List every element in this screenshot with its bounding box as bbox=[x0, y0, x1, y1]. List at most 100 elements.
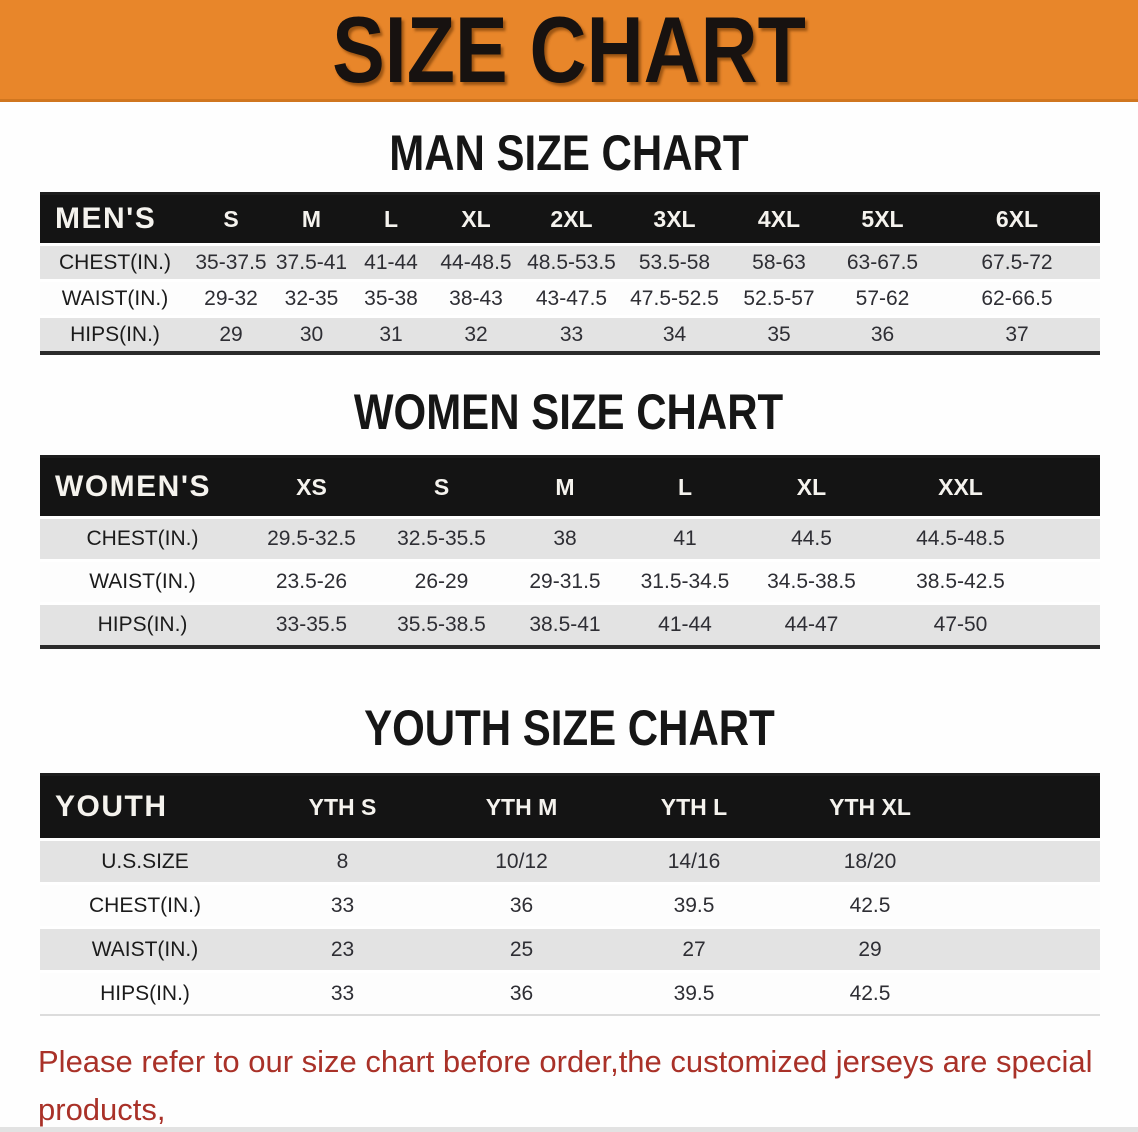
column-header: S bbox=[190, 192, 272, 245]
value-cell: 25 bbox=[435, 926, 608, 972]
value-cell: 32-35 bbox=[272, 279, 351, 317]
value-cell: 31 bbox=[351, 315, 431, 353]
table-header-row: YOUTH YTH S YTH M YTH L YTH XL bbox=[40, 773, 1100, 840]
column-header: S bbox=[378, 455, 505, 518]
empty-header-cell bbox=[960, 773, 1100, 840]
value-cell: 29-31.5 bbox=[505, 559, 625, 604]
column-header: XXL bbox=[878, 455, 1043, 518]
value-cell: 38-43 bbox=[431, 279, 521, 317]
value-cell: 42.5 bbox=[780, 882, 960, 928]
row-label: CHEST(IN.) bbox=[40, 243, 190, 281]
column-header: 4XL bbox=[727, 192, 831, 245]
column-header: M bbox=[272, 192, 351, 245]
column-header: L bbox=[351, 192, 431, 245]
value-cell: 41-44 bbox=[625, 602, 745, 647]
men-section-title-text: MAN SIZE CHART bbox=[389, 125, 749, 181]
youth-section-title: YOUTH SIZE CHART bbox=[0, 701, 1138, 755]
men-section-title: MAN SIZE CHART bbox=[0, 126, 1138, 180]
value-cell: 36 bbox=[435, 970, 608, 1015]
footer-disclaimer: Please refer to our size chart before or… bbox=[0, 1038, 1138, 1132]
empty-cell bbox=[1043, 516, 1100, 561]
value-cell: 30 bbox=[272, 315, 351, 353]
value-cell: 31.5-34.5 bbox=[625, 559, 745, 604]
value-cell: 35-38 bbox=[351, 279, 431, 317]
value-cell: 67.5-72 bbox=[934, 243, 1100, 281]
table-row: WAIST(IN.) 23.5-26 26-29 29-31.5 31.5-34.5 34… bbox=[40, 559, 1100, 604]
column-header: M bbox=[505, 455, 625, 518]
table-row: HIPS(IN.) 33 36 39.5 42.5 bbox=[40, 970, 1100, 1015]
value-cell: 29 bbox=[190, 315, 272, 353]
value-cell: 35-37.5 bbox=[190, 243, 272, 281]
value-cell: 33 bbox=[521, 315, 622, 353]
value-cell: 43-47.5 bbox=[521, 279, 622, 317]
table-band-label: MEN'S bbox=[40, 192, 190, 245]
women-section-title: WOMEN SIZE CHART bbox=[0, 385, 1138, 439]
table-row: CHEST(IN.) 35-37.5 37.5-41 41-44 44-48.5 48.5… bbox=[40, 243, 1100, 281]
table-header-row: WOMEN'S XS S M L XL XXL bbox=[40, 455, 1100, 518]
empty-cell bbox=[960, 882, 1100, 928]
column-header: 3XL bbox=[622, 192, 727, 245]
value-cell: 29.5-32.5 bbox=[245, 516, 378, 561]
value-cell: 44.5 bbox=[745, 516, 878, 561]
value-cell: 38 bbox=[505, 516, 625, 561]
value-cell: 42.5 bbox=[780, 970, 960, 1015]
column-header: YTH M bbox=[435, 773, 608, 840]
row-label: HIPS(IN.) bbox=[40, 970, 250, 1015]
row-label: CHEST(IN.) bbox=[40, 516, 245, 561]
table-header-row: MEN'S S M L XL 2XL 3XL 4XL 5XL 6XL bbox=[40, 192, 1100, 245]
value-cell: 33 bbox=[250, 882, 435, 928]
table-row: CHEST(IN.) 29.5-32.5 32.5-35.5 38 41 44.5 44.5… bbox=[40, 516, 1100, 561]
value-cell: 41-44 bbox=[351, 243, 431, 281]
value-cell: 44.5-48.5 bbox=[878, 516, 1043, 561]
youth-size-table: YOUTH YTH S YTH M YTH L YTH XL U.S.SIZE 8 10/12… bbox=[40, 773, 1100, 1016]
row-label: U.S.SIZE bbox=[40, 838, 250, 884]
youth-section: YOUTH SIZE CHART YOUTH YTH S YTH M YTH L YTH… bbox=[0, 701, 1138, 1016]
value-cell: 33 bbox=[250, 970, 435, 1015]
value-cell: 8 bbox=[250, 838, 435, 884]
column-header: L bbox=[625, 455, 745, 518]
women-size-table: WOMEN'S XS S M L XL XXL CHEST(IN.) 29.5-32.5 32.5… bbox=[40, 455, 1100, 649]
value-cell: 33-35.5 bbox=[245, 602, 378, 647]
value-cell: 23 bbox=[250, 926, 435, 972]
column-header: YTH S bbox=[250, 773, 435, 840]
value-cell: 52.5-57 bbox=[727, 279, 831, 317]
value-cell: 62-66.5 bbox=[934, 279, 1100, 317]
column-header: YTH XL bbox=[780, 773, 960, 840]
value-cell: 58-63 bbox=[727, 243, 831, 281]
value-cell: 37.5-41 bbox=[272, 243, 351, 281]
bottom-edge-strip bbox=[0, 1127, 1138, 1132]
row-label: WAIST(IN.) bbox=[40, 279, 190, 317]
column-header: 2XL bbox=[521, 192, 622, 245]
table-row: WAIST(IN.) 29-32 32-35 35-38 38-43 43-47.5 47.… bbox=[40, 279, 1100, 317]
value-cell: 35.5-38.5 bbox=[378, 602, 505, 647]
value-cell: 53.5-58 bbox=[622, 243, 727, 281]
value-cell: 32 bbox=[431, 315, 521, 353]
value-cell: 27 bbox=[608, 926, 780, 972]
table-row: HIPS(IN.) 33-35.5 35.5-38.5 38.5-41 41-44 44-… bbox=[40, 602, 1100, 647]
men-size-table: MEN'S S M L XL 2XL 3XL 4XL 5XL 6XL CHEST(IN.) 35-37… bbox=[40, 192, 1100, 355]
value-cell: 32.5-35.5 bbox=[378, 516, 505, 561]
banner-title: SIZE CHART bbox=[332, 0, 806, 102]
value-cell: 10/12 bbox=[435, 838, 608, 884]
row-label: WAIST(IN.) bbox=[40, 926, 250, 972]
value-cell: 47-50 bbox=[878, 602, 1043, 647]
empty-header-cell bbox=[1043, 455, 1100, 518]
value-cell: 41 bbox=[625, 516, 745, 561]
value-cell: 18/20 bbox=[780, 838, 960, 884]
value-cell: 38.5-42.5 bbox=[878, 559, 1043, 604]
value-cell: 47.5-52.5 bbox=[622, 279, 727, 317]
column-header: XL bbox=[431, 192, 521, 245]
size-chart-banner: SIZE CHART bbox=[0, 0, 1138, 102]
table-row: WAIST(IN.) 23 25 27 29 bbox=[40, 926, 1100, 972]
value-cell: 23.5-26 bbox=[245, 559, 378, 604]
disclaimer-line1: Please refer to our size chart before or… bbox=[38, 1044, 1093, 1127]
column-header: 5XL bbox=[831, 192, 934, 245]
women-section: WOMEN SIZE CHART WOMEN'S XS S M L XL XXL CHEST(… bbox=[0, 385, 1138, 649]
column-header: XL bbox=[745, 455, 878, 518]
value-cell: 34 bbox=[622, 315, 727, 353]
table-row: HIPS(IN.) 29 30 31 32 33 34 35 36 37 bbox=[40, 315, 1100, 353]
empty-cell bbox=[960, 926, 1100, 972]
value-cell: 38.5-41 bbox=[505, 602, 625, 647]
row-label: HIPS(IN.) bbox=[40, 315, 190, 353]
